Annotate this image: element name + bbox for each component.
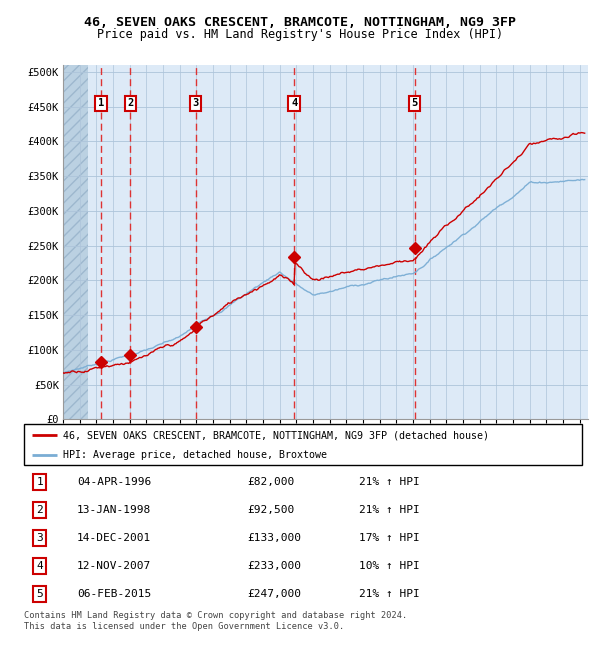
Text: 1: 1 <box>36 477 43 487</box>
Text: 12-NOV-2007: 12-NOV-2007 <box>77 561 151 571</box>
Text: 3: 3 <box>36 533 43 543</box>
Text: 06-FEB-2015: 06-FEB-2015 <box>77 589 151 599</box>
Text: 5: 5 <box>36 589 43 599</box>
Text: 14-DEC-2001: 14-DEC-2001 <box>77 533 151 543</box>
Text: £233,000: £233,000 <box>247 561 301 571</box>
Text: 17% ↑ HPI: 17% ↑ HPI <box>359 533 419 543</box>
Text: This data is licensed under the Open Government Licence v3.0.: This data is licensed under the Open Gov… <box>24 622 344 631</box>
Text: Price paid vs. HM Land Registry's House Price Index (HPI): Price paid vs. HM Land Registry's House … <box>97 28 503 41</box>
Text: 13-JAN-1998: 13-JAN-1998 <box>77 505 151 515</box>
Text: 1: 1 <box>98 98 104 108</box>
Text: Contains HM Land Registry data © Crown copyright and database right 2024.: Contains HM Land Registry data © Crown c… <box>24 611 407 620</box>
Text: 46, SEVEN OAKS CRESCENT, BRAMCOTE, NOTTINGHAM, NG9 3FP: 46, SEVEN OAKS CRESCENT, BRAMCOTE, NOTTI… <box>84 16 516 29</box>
Text: 04-APR-1996: 04-APR-1996 <box>77 477 151 487</box>
Text: 21% ↑ HPI: 21% ↑ HPI <box>359 477 419 487</box>
Text: £82,000: £82,000 <box>247 477 295 487</box>
Text: 21% ↑ HPI: 21% ↑ HPI <box>359 589 419 599</box>
Text: 2: 2 <box>36 505 43 515</box>
Text: £133,000: £133,000 <box>247 533 301 543</box>
Bar <box>63 65 88 419</box>
Text: 4: 4 <box>291 98 297 108</box>
Text: 2: 2 <box>127 98 133 108</box>
Text: £92,500: £92,500 <box>247 505 295 515</box>
Text: £247,000: £247,000 <box>247 589 301 599</box>
Text: 46, SEVEN OAKS CRESCENT, BRAMCOTE, NOTTINGHAM, NG9 3FP (detached house): 46, SEVEN OAKS CRESCENT, BRAMCOTE, NOTTI… <box>63 430 489 440</box>
Text: 21% ↑ HPI: 21% ↑ HPI <box>359 505 419 515</box>
Text: 10% ↑ HPI: 10% ↑ HPI <box>359 561 419 571</box>
Text: 3: 3 <box>193 98 199 108</box>
Text: 4: 4 <box>36 561 43 571</box>
Text: HPI: Average price, detached house, Broxtowe: HPI: Average price, detached house, Brox… <box>63 450 327 460</box>
Text: 5: 5 <box>412 98 418 108</box>
